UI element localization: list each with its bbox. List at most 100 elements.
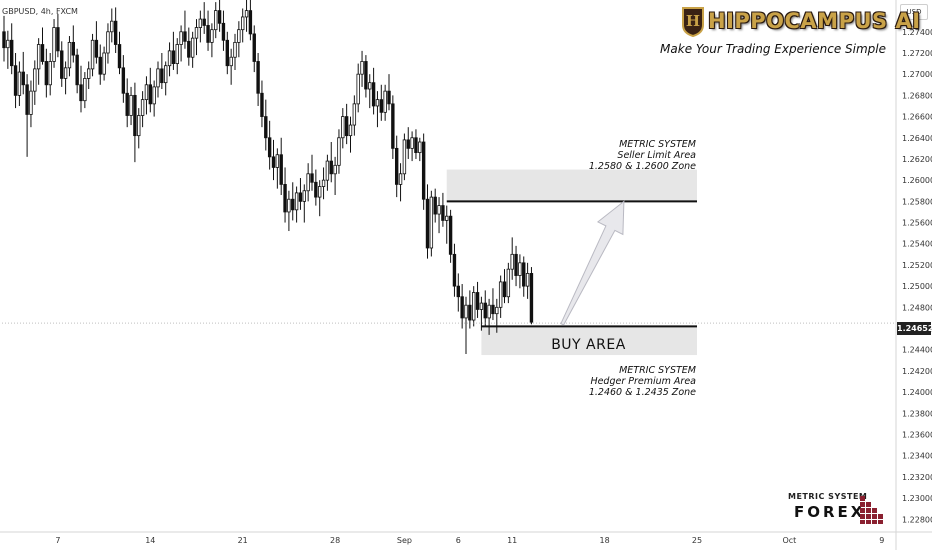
y-tick-label: 1.23800 <box>902 409 932 418</box>
tagline: Make Your Trading Experience Simple <box>660 42 886 56</box>
buyer-annotation-line3: 1.2460 & 1.2435 Zone <box>589 387 696 398</box>
candle-body <box>383 90 387 113</box>
brand-bar-cell <box>872 508 877 513</box>
candle-body <box>6 39 10 49</box>
y-tick-label: 1.27000 <box>902 70 932 79</box>
candle-body <box>456 285 460 298</box>
x-tick-label: 9 <box>879 536 884 545</box>
y-tick-label: 1.22800 <box>902 515 932 524</box>
seahorse-badge-icon: H <box>682 7 704 37</box>
candle-body <box>144 84 149 101</box>
y-tick-label: 1.23000 <box>902 494 932 503</box>
candle-body <box>83 78 87 102</box>
zone-box-1 <box>481 326 697 356</box>
brand-bar-cell <box>860 508 865 513</box>
arrow-layer <box>560 200 625 326</box>
candle-body <box>429 196 434 249</box>
candle-body <box>364 61 368 90</box>
candle-body <box>52 27 56 62</box>
candle-body <box>125 92 129 116</box>
x-tick-label: 21 <box>238 536 248 545</box>
candle-body <box>502 281 507 298</box>
y-tick-label: 1.23600 <box>902 431 932 440</box>
candle-body <box>479 302 484 310</box>
candle-body <box>418 141 422 154</box>
candle-body <box>337 137 341 166</box>
candle-body <box>87 68 91 79</box>
x-tick-label: 25 <box>692 536 702 545</box>
candle-body <box>44 61 49 86</box>
candle-body <box>137 115 141 137</box>
candle-body <box>110 20 114 33</box>
candle-body <box>398 173 403 185</box>
candle-body <box>522 262 526 287</box>
candle-body <box>487 304 491 319</box>
candle-body <box>210 29 214 43</box>
candle-body <box>471 292 476 321</box>
candle-body <box>183 31 187 42</box>
candle-body <box>94 39 99 58</box>
candle-body <box>448 215 453 255</box>
y-tick-label: 1.24200 <box>902 367 932 376</box>
y-tick-label: 1.25600 <box>902 219 932 228</box>
y-tick-label: 1.26000 <box>902 176 932 185</box>
candle-body <box>179 31 183 45</box>
y-tick-label: 1.26600 <box>902 113 932 122</box>
candle-body <box>441 205 445 221</box>
zone-box-0 <box>446 169 697 202</box>
candle-body <box>421 141 426 200</box>
candle-body <box>279 154 283 185</box>
candle-body <box>291 198 295 211</box>
x-tick-label: 28 <box>330 536 340 545</box>
candle-body <box>325 160 330 181</box>
candle-body <box>437 205 441 215</box>
candle-body <box>352 103 357 126</box>
logo-text: HIPPOCAMPUS AI <box>708 9 921 33</box>
seller-annotation-line2: Seller Limit Area <box>617 150 696 161</box>
candle-body <box>371 82 376 107</box>
candle-body <box>294 192 299 211</box>
candle-body <box>160 68 164 84</box>
candle-body <box>406 139 410 149</box>
candle-body <box>452 253 457 287</box>
candle-body <box>394 147 399 185</box>
candle-body <box>75 54 79 86</box>
brand-bar-cell <box>866 520 871 524</box>
candle-body <box>514 253 518 276</box>
candle-body <box>321 179 326 187</box>
candle-body <box>368 82 372 90</box>
y-tick-label: 1.26800 <box>902 91 932 100</box>
brand-main-text: FOREX <box>794 503 866 521</box>
candle-body <box>375 99 380 107</box>
candle-body <box>202 18 206 26</box>
candle-body <box>314 181 318 198</box>
candles-layer <box>2 0 534 354</box>
candle-body <box>229 56 233 67</box>
candle-body <box>240 16 245 31</box>
candle-body <box>129 94 133 116</box>
x-tick-label: Oct <box>782 536 796 545</box>
candle-body <box>460 296 464 319</box>
candle-body <box>117 44 122 69</box>
candle-body <box>402 139 407 175</box>
y-tick-label: 1.24800 <box>902 303 932 312</box>
candle-body <box>67 41 72 69</box>
candle-body <box>464 304 468 319</box>
symbol-label: GBPUSD, 4h, FXCM <box>2 7 78 16</box>
candle-body <box>252 33 256 62</box>
y-tick-label: 1.27400 <box>902 28 932 37</box>
candle-body <box>491 304 495 315</box>
candle-body <box>506 268 511 298</box>
candle-body <box>244 10 249 18</box>
last-price-tag: 1.24652 <box>897 322 932 335</box>
candle-body <box>217 10 222 24</box>
y-tick-label: 1.25000 <box>902 282 932 291</box>
candle-body <box>225 39 229 67</box>
candle-body <box>25 84 29 115</box>
candle-body <box>267 137 272 158</box>
currency-selector[interactable]: USD <box>900 4 928 20</box>
brand-bar-cell <box>860 514 865 519</box>
candle-body <box>410 137 414 149</box>
